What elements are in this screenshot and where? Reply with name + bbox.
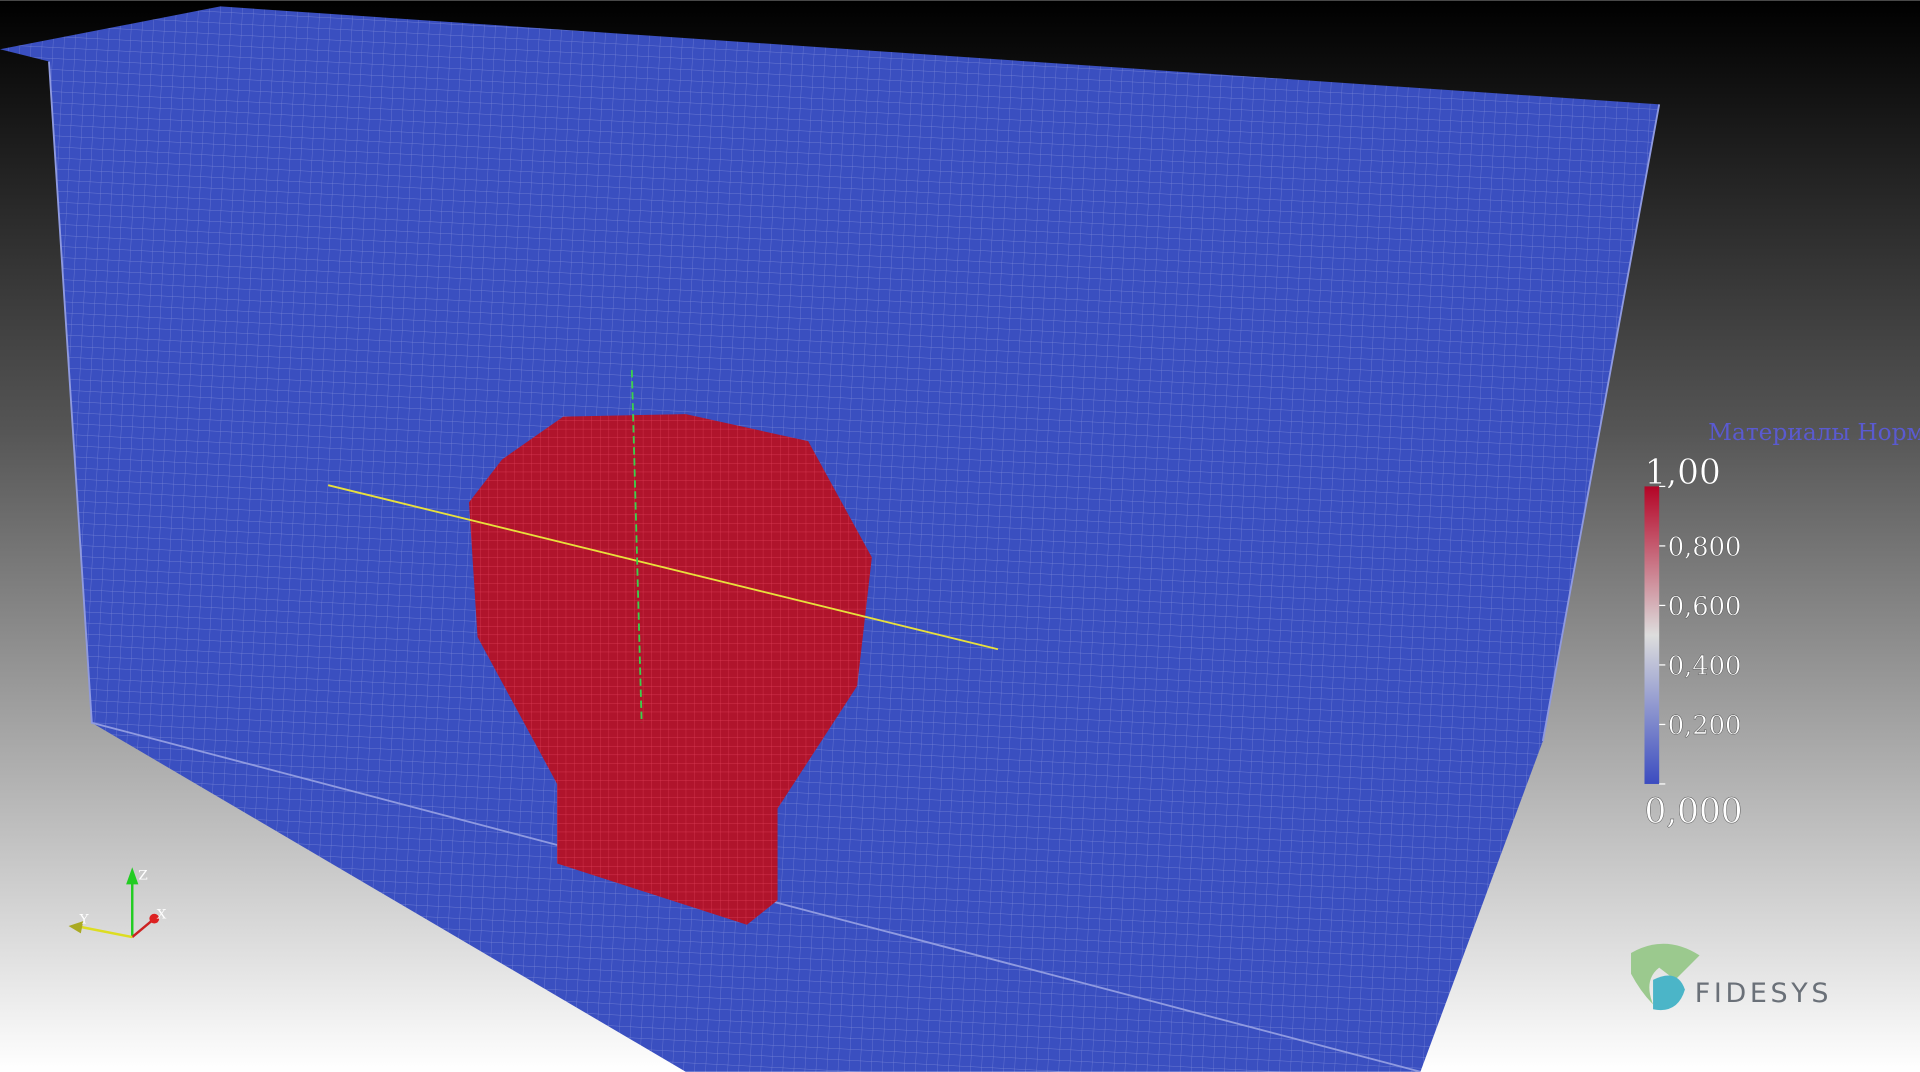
- colorbar: [1644, 486, 1659, 784]
- axis-label: Y: [79, 913, 89, 928]
- tick-label: 0,800: [1668, 533, 1742, 563]
- colorbar-title: Материалы Норм: [1708, 419, 1920, 446]
- tick-label: 0,200: [1668, 711, 1742, 741]
- axis-label: X: [157, 908, 167, 923]
- tick-label: 1,00: [1644, 453, 1720, 493]
- page: Z X Y Материалы Норм 1,00 0,800 0,600 0,400…: [0, 0, 1920, 1072]
- axis-label: Z: [138, 868, 147, 883]
- logo-text: FIDESYS: [1695, 978, 1833, 1009]
- tick-label: 0,400: [1668, 652, 1742, 682]
- tick-label: 0,600: [1668, 592, 1742, 622]
- viewport: Z X Y Материалы Норм 1,00 0,800 0,600 0,400…: [0, 0, 1920, 1072]
- tick-label: 0,000: [1644, 792, 1742, 832]
